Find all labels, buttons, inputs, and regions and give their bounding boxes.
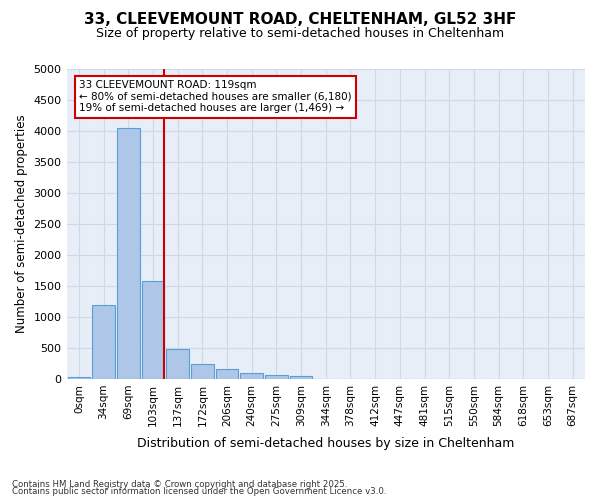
Text: 33, CLEEVEMOUNT ROAD, CHELTENHAM, GL52 3HF: 33, CLEEVEMOUNT ROAD, CHELTENHAM, GL52 3… — [84, 12, 516, 28]
Bar — [117, 128, 140, 379]
Bar — [142, 281, 164, 379]
Text: Contains public sector information licensed under the Open Government Licence v3: Contains public sector information licen… — [12, 487, 386, 496]
Bar — [92, 304, 115, 379]
Bar — [166, 349, 189, 379]
Bar — [191, 364, 214, 379]
Text: Size of property relative to semi-detached houses in Cheltenham: Size of property relative to semi-detach… — [96, 28, 504, 40]
Text: 33 CLEEVEMOUNT ROAD: 119sqm
← 80% of semi-detached houses are smaller (6,180)
19: 33 CLEEVEMOUNT ROAD: 119sqm ← 80% of sem… — [79, 80, 352, 114]
Bar — [265, 376, 288, 379]
Bar — [215, 370, 238, 379]
Text: Contains HM Land Registry data © Crown copyright and database right 2025.: Contains HM Land Registry data © Crown c… — [12, 480, 347, 489]
X-axis label: Distribution of semi-detached houses by size in Cheltenham: Distribution of semi-detached houses by … — [137, 437, 514, 450]
Bar — [241, 374, 263, 379]
Bar — [290, 376, 313, 379]
Bar — [68, 378, 90, 379]
Y-axis label: Number of semi-detached properties: Number of semi-detached properties — [15, 114, 28, 334]
